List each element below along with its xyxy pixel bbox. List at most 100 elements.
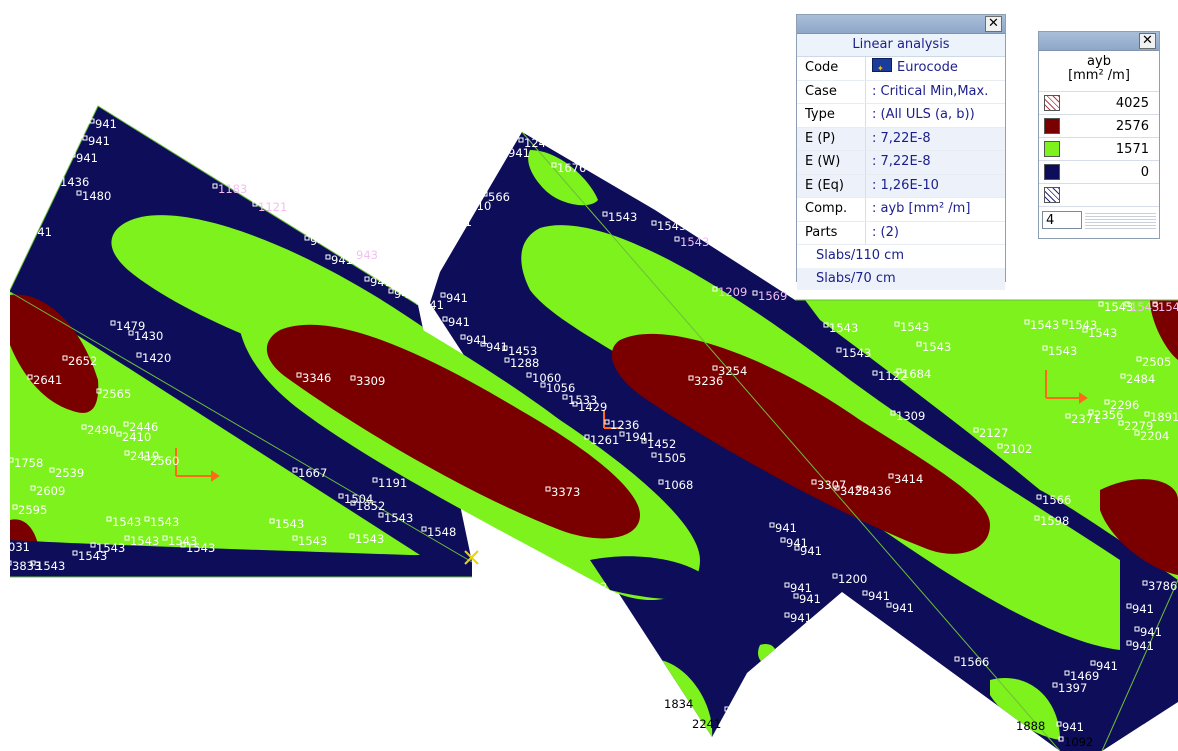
value-label: 1543 (1068, 318, 1097, 332)
node-marker (502, 147, 508, 153)
node-marker (372, 477, 378, 483)
value-label: 1941 (625, 430, 654, 444)
node-marker (350, 375, 356, 381)
row-value: Eurocode (897, 60, 958, 75)
legend-entry[interactable] (1039, 183, 1159, 206)
node-marker (834, 485, 840, 491)
value-label: 1436 (60, 175, 89, 189)
value-label: 1446 (528, 560, 557, 574)
value-label: 1543 (829, 321, 858, 335)
value-label: 941 (88, 134, 110, 148)
row-e-w: E (W) : 7,22E-8 (797, 151, 1005, 175)
node-marker (1090, 660, 1096, 666)
value-label: 1200 (838, 572, 867, 586)
color-legend-window[interactable]: ✕ ayb [mm² /m] 4025 2576 1571 0 4 (1038, 31, 1160, 239)
value-label: 1543 (1048, 344, 1077, 358)
steps-slider[interactable] (1085, 211, 1156, 229)
row-key: Code (797, 57, 866, 80)
value-label: 1479 (116, 319, 145, 333)
value-label: 1543 (922, 340, 951, 354)
row-value: : 7,22E-8 (872, 154, 931, 169)
value-label: 1420 (142, 351, 171, 365)
node-marker (27, 374, 33, 380)
node-marker (916, 341, 922, 347)
value-label: 941 (800, 544, 822, 558)
value-label: 1261 (590, 433, 619, 447)
value-label: 1288 (510, 356, 539, 370)
slab-region-left (10, 106, 472, 577)
value-label: 1505 (657, 451, 686, 465)
node-marker (784, 612, 790, 618)
value-label: 941 (331, 253, 353, 267)
close-icon[interactable]: ✕ (985, 16, 1002, 32)
row-key: Case (797, 80, 866, 103)
node-marker (580, 634, 586, 640)
legend-entry[interactable]: 4025 (1039, 91, 1159, 114)
node-marker (1118, 420, 1124, 426)
value-label: 1092 (1064, 735, 1093, 749)
close-icon[interactable]: ✕ (1139, 33, 1156, 49)
row-value: : 7,22E-8 (872, 130, 931, 146)
node-marker (76, 190, 82, 196)
node-marker (1136, 356, 1142, 362)
node-marker (62, 355, 68, 361)
value-label: 1543 (657, 219, 686, 233)
value-label: 941 (508, 146, 530, 160)
legend-entry[interactable]: 0 (1039, 160, 1159, 183)
value-label: 3236 (694, 374, 723, 388)
node-marker (1088, 409, 1094, 415)
node-marker (641, 438, 647, 444)
node-marker (482, 191, 488, 197)
node-marker (106, 516, 112, 522)
node-marker (136, 352, 142, 358)
node-marker (292, 535, 298, 541)
node-marker (540, 382, 546, 388)
node-marker (1062, 319, 1068, 325)
value-label: 1430 (134, 329, 163, 343)
node-marker (522, 561, 528, 567)
node-marker (49, 467, 55, 473)
node-marker (2, 541, 8, 547)
row-code: Code Eurocode (797, 57, 1005, 81)
node-marker (784, 582, 790, 588)
value-label: 1121 (258, 200, 287, 214)
value-label: 2609 (36, 484, 65, 498)
node-marker (888, 473, 894, 479)
value-label: 943 (356, 248, 378, 262)
linear-analysis-window[interactable]: ✕ Linear analysis Code Eurocode Case : C… (796, 14, 1006, 290)
value-label: 1543 (96, 541, 125, 555)
analysis-window-titlebar[interactable]: ✕ (797, 15, 1005, 34)
hatch-swatch-icon (1044, 95, 1060, 111)
value-label: 1888 (1016, 719, 1045, 733)
row-value: : Critical Min,Max. (872, 83, 989, 99)
legend-entry[interactable]: 2576 (1039, 114, 1159, 137)
value-label: 941 (370, 275, 392, 289)
legend-titlebar[interactable]: ✕ (1039, 32, 1159, 51)
color-swatch (1044, 141, 1060, 157)
node-marker (388, 288, 394, 294)
value-label: 1852 (356, 499, 385, 513)
node-marker (89, 118, 95, 124)
value-label: 2241 (692, 717, 721, 731)
row-key: Comp. (797, 198, 866, 221)
node-marker (296, 372, 302, 378)
value-label: 1543 (130, 534, 159, 548)
legend-entry[interactable]: 1571 (1039, 137, 1159, 160)
value-label: 2356 (1094, 408, 1123, 422)
value-label: 941 (466, 333, 488, 347)
value-label: 1453 (508, 344, 537, 358)
color-swatch (1044, 164, 1060, 180)
steps-input[interactable]: 4 (1042, 211, 1082, 229)
value-label: 1309 (896, 409, 925, 423)
value-label: 941 (422, 298, 444, 312)
node-marker (1144, 411, 1150, 417)
node-marker (12, 504, 18, 510)
node-marker (460, 334, 466, 340)
value-label: 2595 (18, 503, 47, 517)
value-label: 2371 (1071, 412, 1100, 426)
slab-outline (9, 105, 1178, 751)
value-label: 1566 (1042, 493, 1071, 507)
node-marker (890, 410, 896, 416)
node-marker (70, 152, 76, 158)
